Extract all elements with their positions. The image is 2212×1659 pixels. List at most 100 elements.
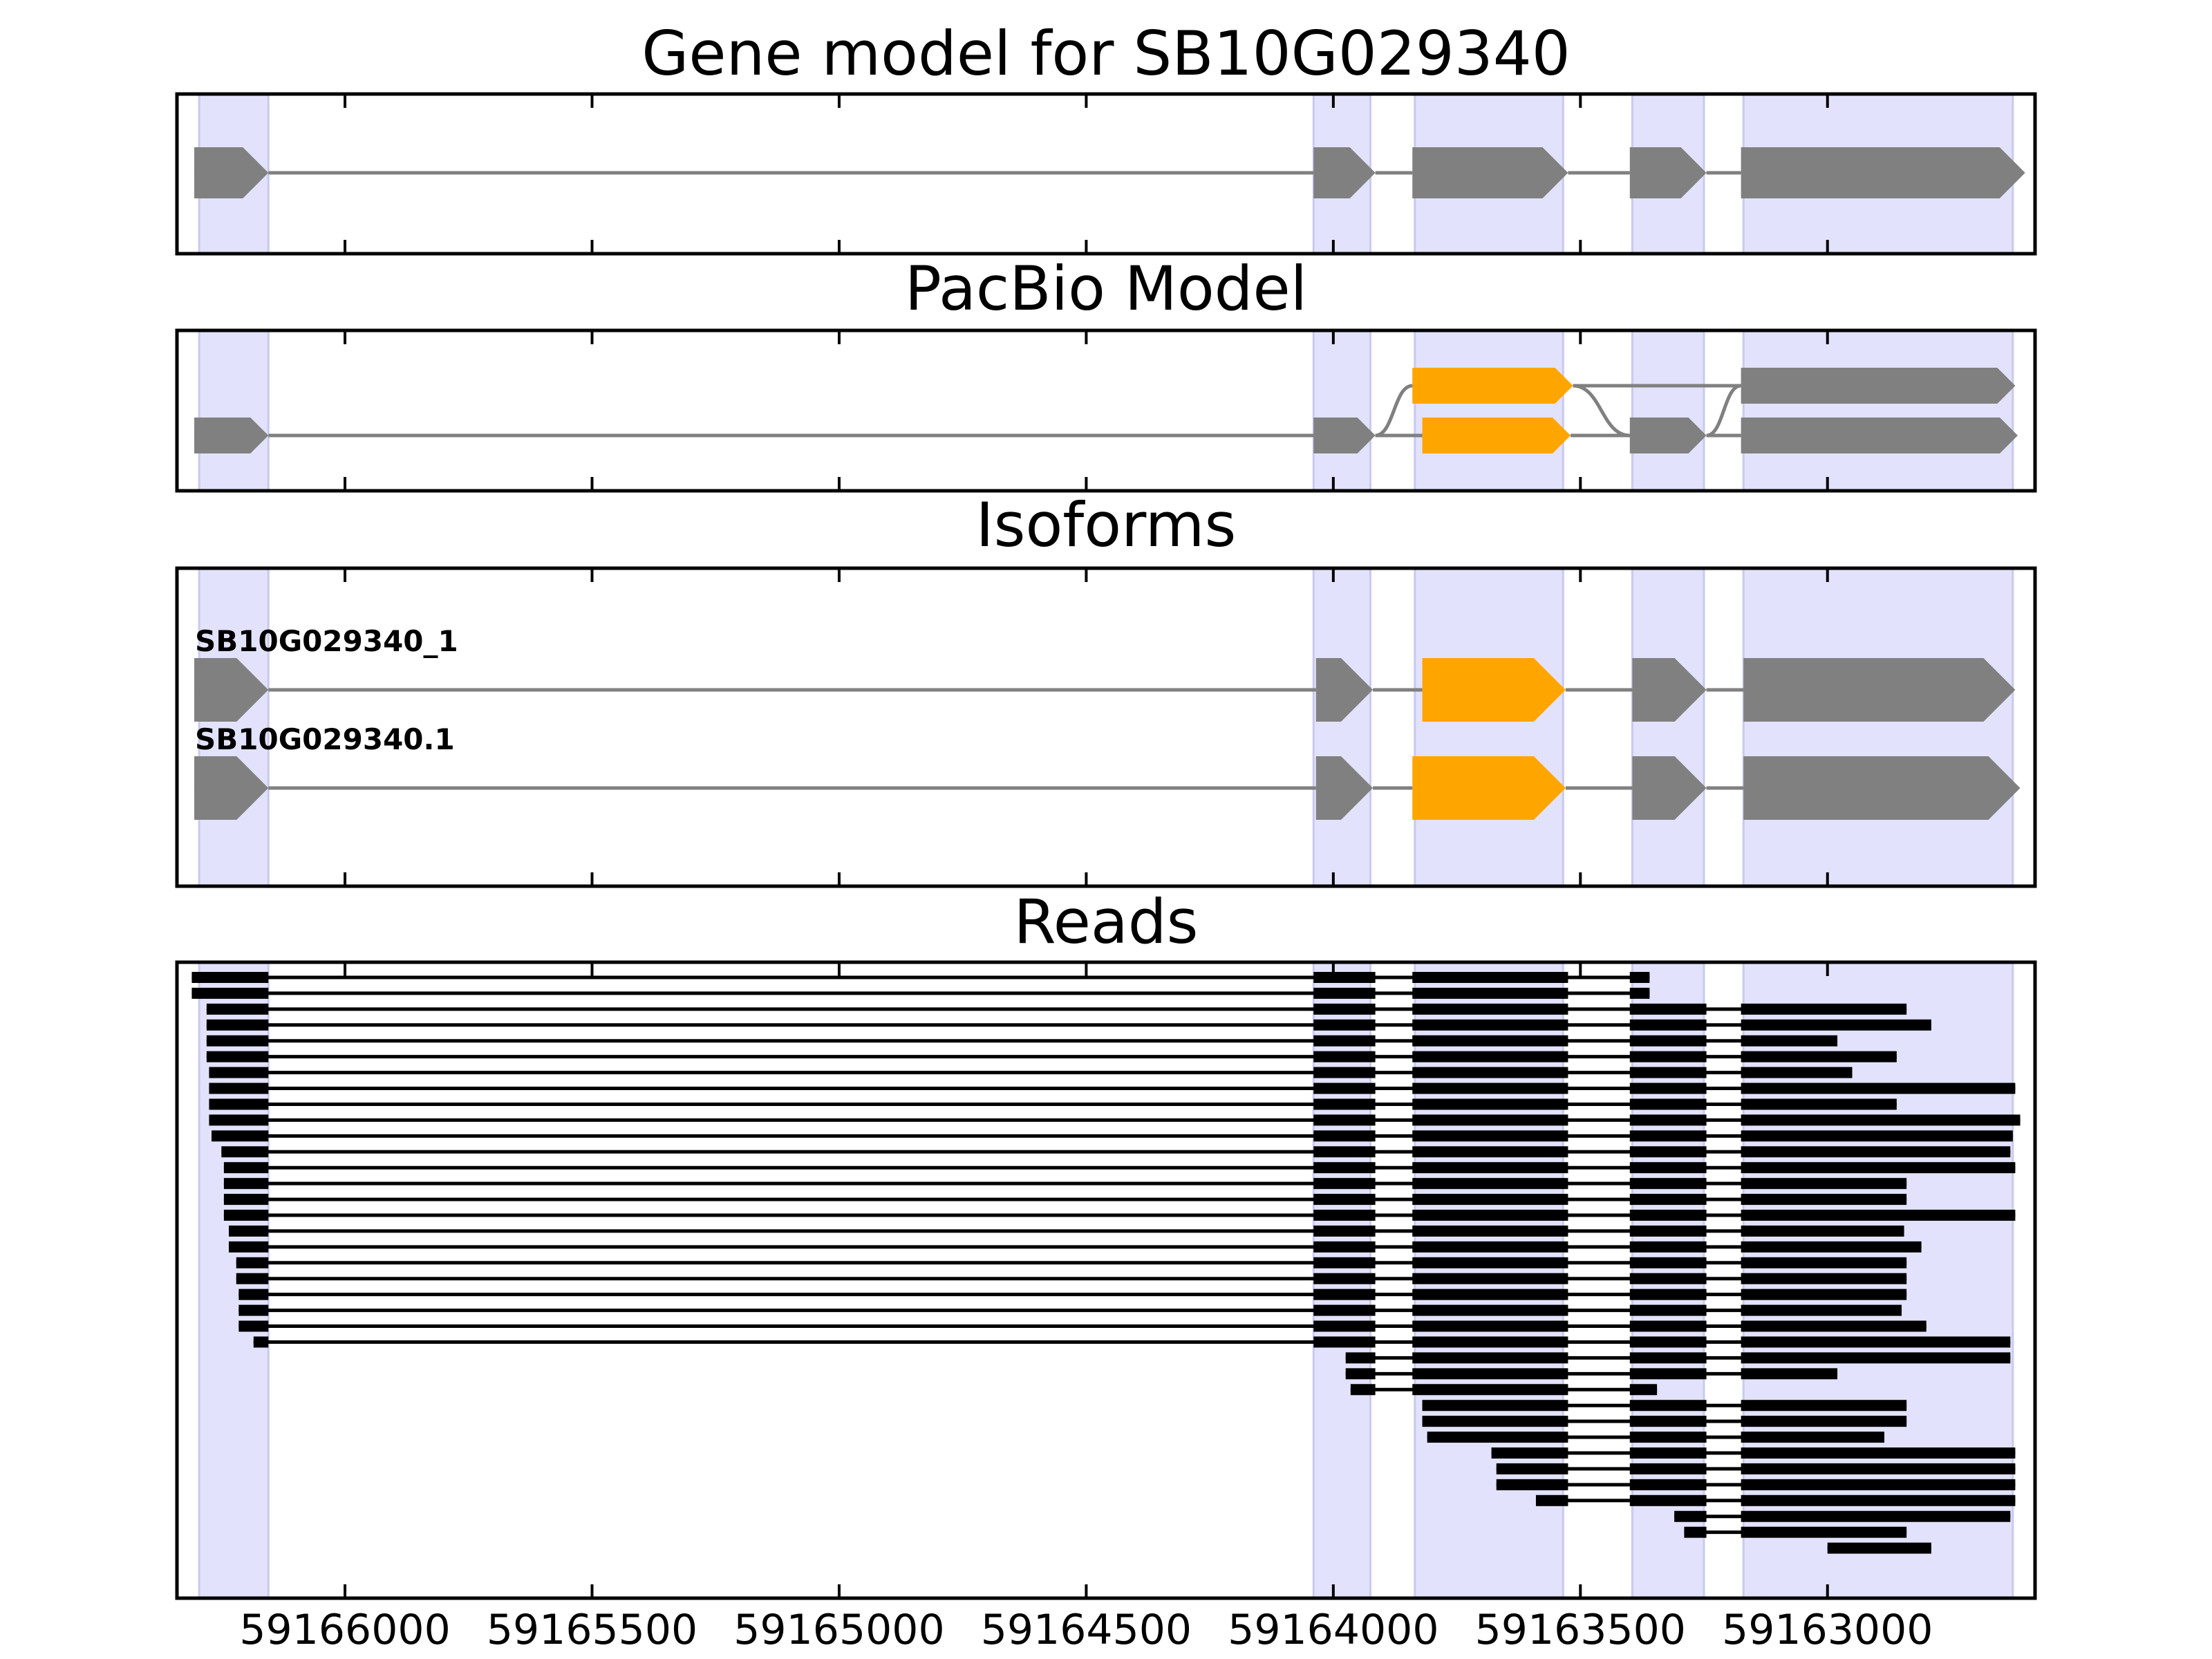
read-block <box>238 1304 269 1316</box>
read-block <box>1313 1194 1376 1206</box>
read-block <box>1412 1194 1568 1206</box>
panel-2: Isoforms SB10G029340_1 SB10G029340.1 <box>175 489 2037 888</box>
read-block <box>1629 1384 1658 1396</box>
read-block <box>1412 1210 1568 1221</box>
read-block <box>1741 1432 1884 1443</box>
read-block <box>209 1114 269 1126</box>
read-block <box>1313 1273 1376 1284</box>
x-tick-label: 59163500 <box>1475 1606 1686 1654</box>
read-block <box>1629 972 1650 983</box>
exon-shade <box>1631 329 1705 492</box>
exon <box>1313 147 1376 198</box>
x-tick-label: 59165000 <box>733 1606 944 1654</box>
read-block <box>1741 1098 1897 1110</box>
read-block <box>1629 1130 1707 1142</box>
read-block <box>1629 1051 1707 1062</box>
exon <box>1313 418 1376 453</box>
read-block <box>1629 1241 1707 1253</box>
exon <box>1741 147 2025 198</box>
read-block <box>1741 1416 1907 1427</box>
read-block <box>1629 1273 1707 1284</box>
alt-exon <box>1422 658 1566 722</box>
panel-frame <box>175 566 2037 888</box>
read-block <box>1313 1051 1376 1062</box>
read-block <box>1496 1463 1568 1474</box>
read-block <box>1313 1320 1376 1332</box>
exon-shade <box>198 567 270 888</box>
read-block <box>1412 1384 1568 1396</box>
read-block <box>1741 1082 2016 1094</box>
read-block <box>221 1146 269 1158</box>
read-block <box>229 1241 269 1253</box>
read-block <box>1741 1146 2011 1158</box>
read-block <box>1741 1019 1931 1031</box>
read-block <box>1741 1463 2016 1474</box>
read-block <box>1629 1210 1707 1221</box>
panel-frame <box>175 328 2037 493</box>
exon <box>1741 418 2018 453</box>
read-block <box>1535 1494 1568 1506</box>
read-block <box>1313 1241 1376 1253</box>
read-block <box>236 1257 269 1268</box>
x-tick-label: 59165500 <box>487 1606 697 1654</box>
read-block <box>209 1082 269 1094</box>
read-block <box>253 1336 269 1348</box>
read-block <box>1741 1320 1927 1332</box>
read-block <box>223 1178 269 1190</box>
exon-shade <box>198 329 270 492</box>
read-block <box>1629 1098 1707 1110</box>
alt-exon <box>1412 756 1566 820</box>
read-block <box>1741 1447 2016 1459</box>
exon <box>1629 418 1707 453</box>
read-block <box>1412 1241 1568 1253</box>
read-block <box>223 1162 269 1174</box>
reads-panel: Reads 59166000 59165500 59165000 59164500 591… <box>175 886 2037 1654</box>
read-block <box>1741 1178 1907 1190</box>
read-block <box>191 987 269 999</box>
exon-shade <box>1742 329 2014 492</box>
read-block <box>1313 1146 1376 1158</box>
read-block <box>1629 1146 1707 1158</box>
read-block <box>1629 1288 1707 1300</box>
read-block <box>1684 1526 1707 1538</box>
read-block <box>1741 1114 2021 1126</box>
exon-shade <box>1631 567 1705 888</box>
read-block <box>1741 1003 1907 1015</box>
read-block <box>1741 1510 2011 1522</box>
read-block <box>1741 1225 1904 1237</box>
read-block <box>1629 1003 1707 1015</box>
read-block <box>1313 1162 1376 1174</box>
read-block <box>1629 1352 1707 1364</box>
read-block <box>1412 1336 1568 1348</box>
splice-junction <box>1706 384 1742 438</box>
read-block <box>1412 1225 1568 1237</box>
read-block <box>1741 1352 2011 1364</box>
read-block <box>1741 1162 2016 1174</box>
read-block <box>1629 1494 1707 1506</box>
read-block <box>236 1273 269 1284</box>
exon <box>1741 368 2016 404</box>
exon <box>1743 658 2016 722</box>
read-block <box>1741 1051 1897 1062</box>
exon <box>1315 756 1374 820</box>
exon <box>1632 756 1707 820</box>
read-block <box>1422 1416 1568 1427</box>
read-block <box>1741 1257 1907 1268</box>
read-block <box>209 1098 269 1110</box>
isoform-label: SB10G029340_1 <box>195 624 458 658</box>
read-block <box>1741 1210 2016 1221</box>
panel-title: Isoforms <box>976 489 1237 561</box>
read-block <box>1629 1368 1707 1380</box>
read-block <box>1496 1479 1568 1490</box>
exon <box>194 658 269 722</box>
exon <box>194 756 269 820</box>
read-block <box>1313 1178 1376 1190</box>
read-block <box>1345 1352 1376 1364</box>
alt-exon <box>1412 368 1573 404</box>
read-block <box>1629 1432 1707 1443</box>
panel-title: Reads <box>1014 886 1199 957</box>
read-block <box>1313 1257 1376 1268</box>
read-block <box>1412 1082 1568 1094</box>
panels: Gene model for SB10G029340 PacBio Model Is… <box>175 18 2037 1654</box>
read-block <box>1827 1542 1931 1554</box>
